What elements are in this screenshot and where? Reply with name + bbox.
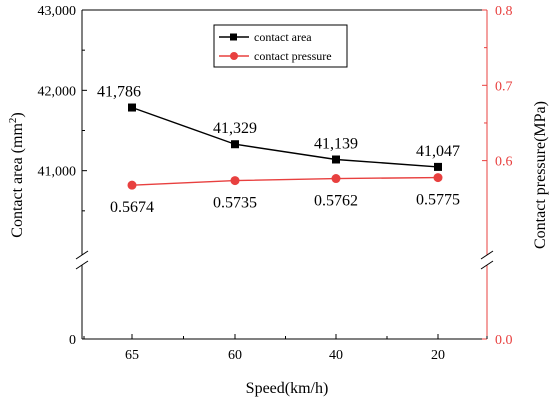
contact-pressure-point <box>331 174 341 184</box>
contact-pressure-data-label: 0.5775 <box>416 192 460 209</box>
right-y-axis-label: Contact pressure(MPa) <box>532 101 549 249</box>
right-axis-break-mark <box>480 250 494 260</box>
legend: contact area contact pressure <box>213 24 348 68</box>
contact-pressure-point <box>230 176 240 186</box>
right-y-tick-label: 0.6 <box>495 155 513 170</box>
left-y-axis: 0 41,000 42,000 43,000 <box>38 4 89 348</box>
contact-area-data-label: 41,786 <box>97 84 141 101</box>
contact-pressure-line <box>131 176 439 186</box>
contact-area-point <box>231 140 239 149</box>
contact-area-data-label: 41,329 <box>213 120 257 137</box>
x-tick-label: 65 <box>125 348 139 363</box>
contact-pressure-data-label: 0.5762 <box>314 193 358 210</box>
contact-area-line <box>131 106 439 168</box>
right-axis-break-mark <box>480 260 494 270</box>
x-tick-label: 60 <box>228 348 242 363</box>
left-y-tick-label: 42,000 <box>38 84 77 99</box>
left-y-tick-label: 43,000 <box>38 4 77 19</box>
left-y-tick-label: 41,000 <box>38 165 77 180</box>
left-y-axis-label: Contact area (mm2) <box>7 112 26 237</box>
x-tick-label: 20 <box>431 348 445 363</box>
contact-area-data-label: 41,139 <box>314 136 358 153</box>
series-layer: 41,786 41,329 41,139 41,047 0.5674 0.5735 0.57… <box>97 84 460 217</box>
legend-box <box>213 24 348 68</box>
contact-area-data-label: 41,047 <box>416 143 460 160</box>
right-y-tick-label: 0.8 <box>495 4 513 19</box>
right-y-tick-label: 0.7 <box>495 79 513 94</box>
x-axis: 65 60 40 20 <box>83 334 488 363</box>
legend-entry-label: contact area <box>254 30 312 44</box>
left-axis-break-mark <box>75 260 89 270</box>
legend-marker-circle <box>230 52 238 60</box>
contact-pressure-point <box>433 173 443 183</box>
x-tick-label: 40 <box>329 348 343 363</box>
legend-marker-square <box>230 33 237 41</box>
contact-pressure-data-label: 0.5674 <box>110 199 154 216</box>
contact-area-point <box>128 103 136 112</box>
right-y-axis: 0.0 0.6 0.7 0.8 <box>480 4 513 348</box>
contact-area-point <box>434 162 442 171</box>
contact-area-point <box>332 155 340 164</box>
contact-pressure-data-label: 0.5735 <box>213 195 257 212</box>
plot-frame <box>82 9 487 340</box>
contact-pressure-point <box>127 180 137 190</box>
legend-entry-label: contact pressure <box>254 49 332 63</box>
left-axis-break-mark <box>75 250 89 260</box>
left-y-tick-label: 0 <box>69 333 76 348</box>
x-axis-label: Speed(km/h) <box>246 380 329 397</box>
right-y-tick-label: 0.0 <box>495 333 513 348</box>
